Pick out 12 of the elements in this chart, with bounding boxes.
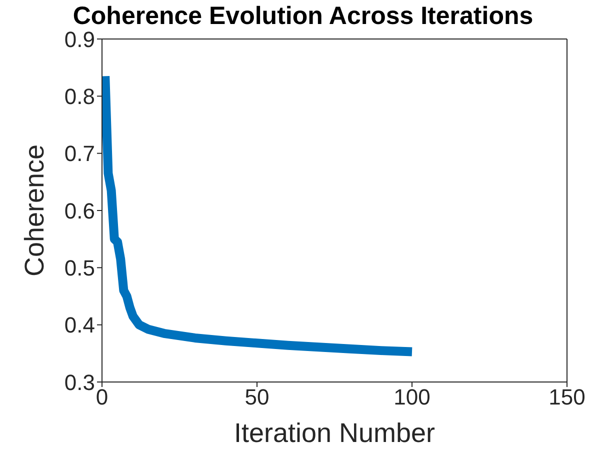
y-tick-label: 0.5 — [64, 255, 95, 280]
y-tick-label: 0.8 — [64, 84, 95, 109]
y-tick-label: 0.7 — [64, 141, 95, 166]
x-tick-label: 150 — [548, 384, 586, 410]
x-tick-label: 100 — [394, 384, 430, 410]
y-tick-label: 0.4 — [64, 312, 95, 338]
y-axis-title: Coherence — [20, 144, 50, 277]
y-tick-label: 0.3 — [64, 370, 95, 395]
x-axis-title: Iteration Number — [234, 418, 436, 448]
x-tick-label: 50 — [244, 384, 270, 410]
y-tick-label: 0.6 — [64, 198, 95, 224]
x-tick-label: 0 — [96, 384, 108, 410]
